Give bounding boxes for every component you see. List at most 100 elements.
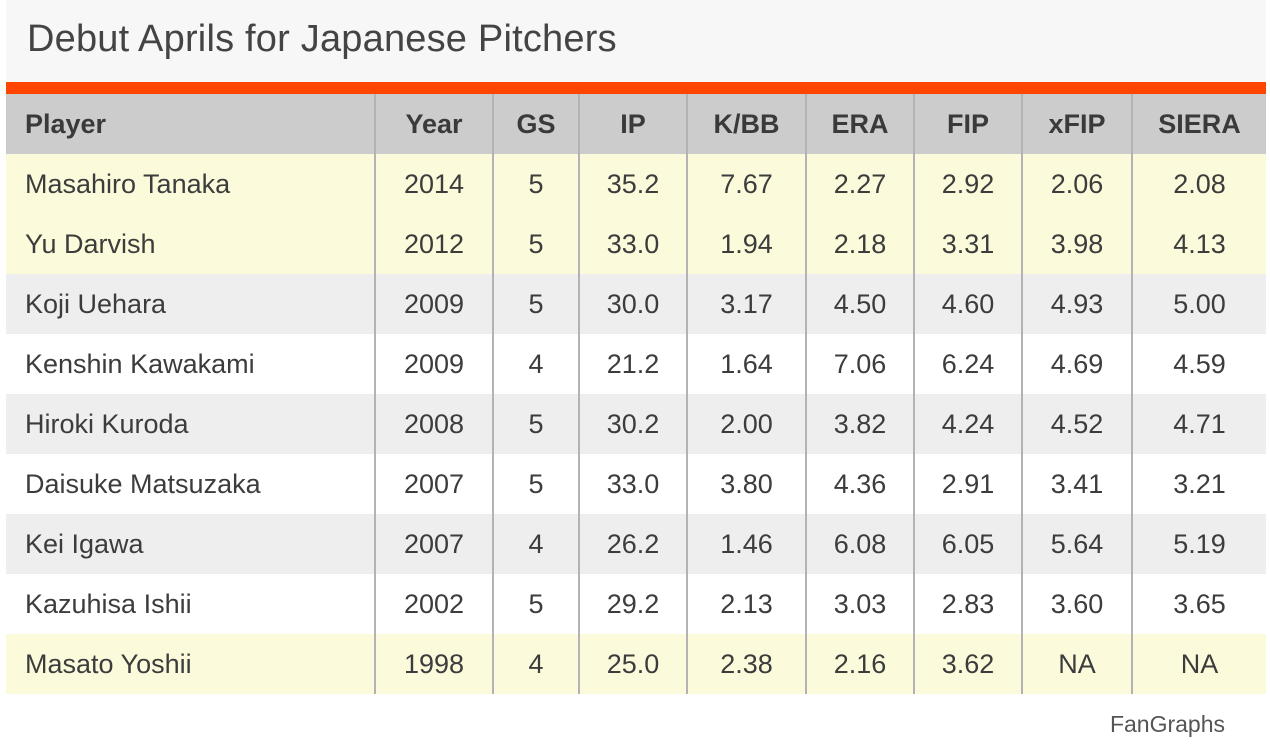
stats-table: Player Year GS IP K/BB ERA FIP xFIP SIER… (6, 94, 1266, 694)
cell-gs: 5 (493, 394, 579, 454)
column-header-fip: FIP (914, 94, 1022, 154)
cell-ip: 30.0 (579, 274, 687, 334)
cell-year: 1998 (375, 634, 493, 694)
cell-siera: 4.71 (1132, 394, 1266, 454)
table-row: Masato Yoshii 1998 4 25.0 2.38 2.16 3.62… (6, 634, 1266, 694)
header-row: Player Year GS IP K/BB ERA FIP xFIP SIER… (6, 94, 1266, 154)
cell-ip: 33.0 (579, 454, 687, 514)
cell-fip: 4.24 (914, 394, 1022, 454)
cell-gs: 5 (493, 454, 579, 514)
cell-fip: 2.92 (914, 154, 1022, 214)
cell-xfip: NA (1022, 634, 1132, 694)
table-row: Yu Darvish 2012 5 33.0 1.94 2.18 3.31 3.… (6, 214, 1266, 274)
cell-siera: 5.19 (1132, 514, 1266, 574)
table-row: Koji Uehara 2009 5 30.0 3.17 4.50 4.60 4… (6, 274, 1266, 334)
cell-ip: 25.0 (579, 634, 687, 694)
cell-ip: 35.2 (579, 154, 687, 214)
cell-era: 7.06 (806, 334, 914, 394)
cell-k-bb: 7.67 (687, 154, 806, 214)
cell-player: Yu Darvish (6, 214, 375, 274)
cell-player: Kei Igawa (6, 514, 375, 574)
cell-player: Masahiro Tanaka (6, 154, 375, 214)
table-row: Daisuke Matsuzaka 2007 5 33.0 3.80 4.36 … (6, 454, 1266, 514)
cell-era: 3.82 (806, 394, 914, 454)
cell-ip: 21.2 (579, 334, 687, 394)
chart-title: Debut Aprils for Japanese Pitchers (27, 18, 617, 61)
cell-siera: 3.21 (1132, 454, 1266, 514)
cell-k-bb: 1.46 (687, 514, 806, 574)
cell-gs: 5 (493, 574, 579, 634)
table-row: Hiroki Kuroda 2008 5 30.2 2.00 3.82 4.24… (6, 394, 1266, 454)
cell-k-bb: 1.94 (687, 214, 806, 274)
cell-k-bb: 3.17 (687, 274, 806, 334)
cell-player: Hiroki Kuroda (6, 394, 375, 454)
cell-ip: 26.2 (579, 514, 687, 574)
column-header-siera: SIERA (1132, 94, 1266, 154)
column-header-xfip: xFIP (1022, 94, 1132, 154)
cell-year: 2007 (375, 514, 493, 574)
cell-siera: 4.13 (1132, 214, 1266, 274)
cell-fip: 4.60 (914, 274, 1022, 334)
cell-player: Kenshin Kawakami (6, 334, 375, 394)
cell-xfip: 4.52 (1022, 394, 1132, 454)
source-credit: FanGraphs (1110, 711, 1225, 738)
cell-k-bb: 2.00 (687, 394, 806, 454)
cell-xfip: 4.93 (1022, 274, 1132, 334)
cell-siera: 5.00 (1132, 274, 1266, 334)
cell-year: 2009 (375, 274, 493, 334)
cell-siera: 2.08 (1132, 154, 1266, 214)
cell-xfip: 3.60 (1022, 574, 1132, 634)
cell-year: 2012 (375, 214, 493, 274)
cell-gs: 4 (493, 514, 579, 574)
cell-gs: 5 (493, 274, 579, 334)
cell-k-bb: 3.80 (687, 454, 806, 514)
title-bar: Debut Aprils for Japanese Pitchers (6, 0, 1266, 82)
cell-gs: 5 (493, 154, 579, 214)
cell-player: Daisuke Matsuzaka (6, 454, 375, 514)
table-row: Masahiro Tanaka 2014 5 35.2 7.67 2.27 2.… (6, 154, 1266, 214)
column-header-k-bb: K/BB (687, 94, 806, 154)
table-row: Kenshin Kawakami 2009 4 21.2 1.64 7.06 6… (6, 334, 1266, 394)
column-header-gs: GS (493, 94, 579, 154)
cell-year: 2008 (375, 394, 493, 454)
cell-fip: 3.31 (914, 214, 1022, 274)
cell-era: 2.27 (806, 154, 914, 214)
cell-fip: 3.62 (914, 634, 1022, 694)
cell-k-bb: 1.64 (687, 334, 806, 394)
cell-xfip: 4.69 (1022, 334, 1132, 394)
cell-ip: 30.2 (579, 394, 687, 454)
cell-year: 2002 (375, 574, 493, 634)
accent-rule (6, 82, 1266, 94)
column-header-era: ERA (806, 94, 914, 154)
cell-k-bb: 2.13 (687, 574, 806, 634)
cell-era: 3.03 (806, 574, 914, 634)
cell-xfip: 2.06 (1022, 154, 1132, 214)
cell-era: 2.16 (806, 634, 914, 694)
column-header-ip: IP (579, 94, 687, 154)
cell-xfip: 5.64 (1022, 514, 1132, 574)
cell-era: 4.50 (806, 274, 914, 334)
cell-era: 6.08 (806, 514, 914, 574)
cell-year: 2007 (375, 454, 493, 514)
cell-fip: 2.83 (914, 574, 1022, 634)
cell-era: 2.18 (806, 214, 914, 274)
cell-ip: 29.2 (579, 574, 687, 634)
cell-gs: 4 (493, 334, 579, 394)
cell-player: Kazuhisa Ishii (6, 574, 375, 634)
cell-ip: 33.0 (579, 214, 687, 274)
cell-gs: 4 (493, 634, 579, 694)
table-row: Kazuhisa Ishii 2002 5 29.2 2.13 3.03 2.8… (6, 574, 1266, 634)
cell-siera: 3.65 (1132, 574, 1266, 634)
cell-year: 2009 (375, 334, 493, 394)
cell-xfip: 3.41 (1022, 454, 1132, 514)
cell-gs: 5 (493, 214, 579, 274)
cell-xfip: 3.98 (1022, 214, 1132, 274)
cell-siera: 4.59 (1132, 334, 1266, 394)
cell-era: 4.36 (806, 454, 914, 514)
table-row: Kei Igawa 2007 4 26.2 1.46 6.08 6.05 5.6… (6, 514, 1266, 574)
cell-player: Masato Yoshii (6, 634, 375, 694)
cell-k-bb: 2.38 (687, 634, 806, 694)
column-header-year: Year (375, 94, 493, 154)
cell-fip: 2.91 (914, 454, 1022, 514)
cell-fip: 6.24 (914, 334, 1022, 394)
